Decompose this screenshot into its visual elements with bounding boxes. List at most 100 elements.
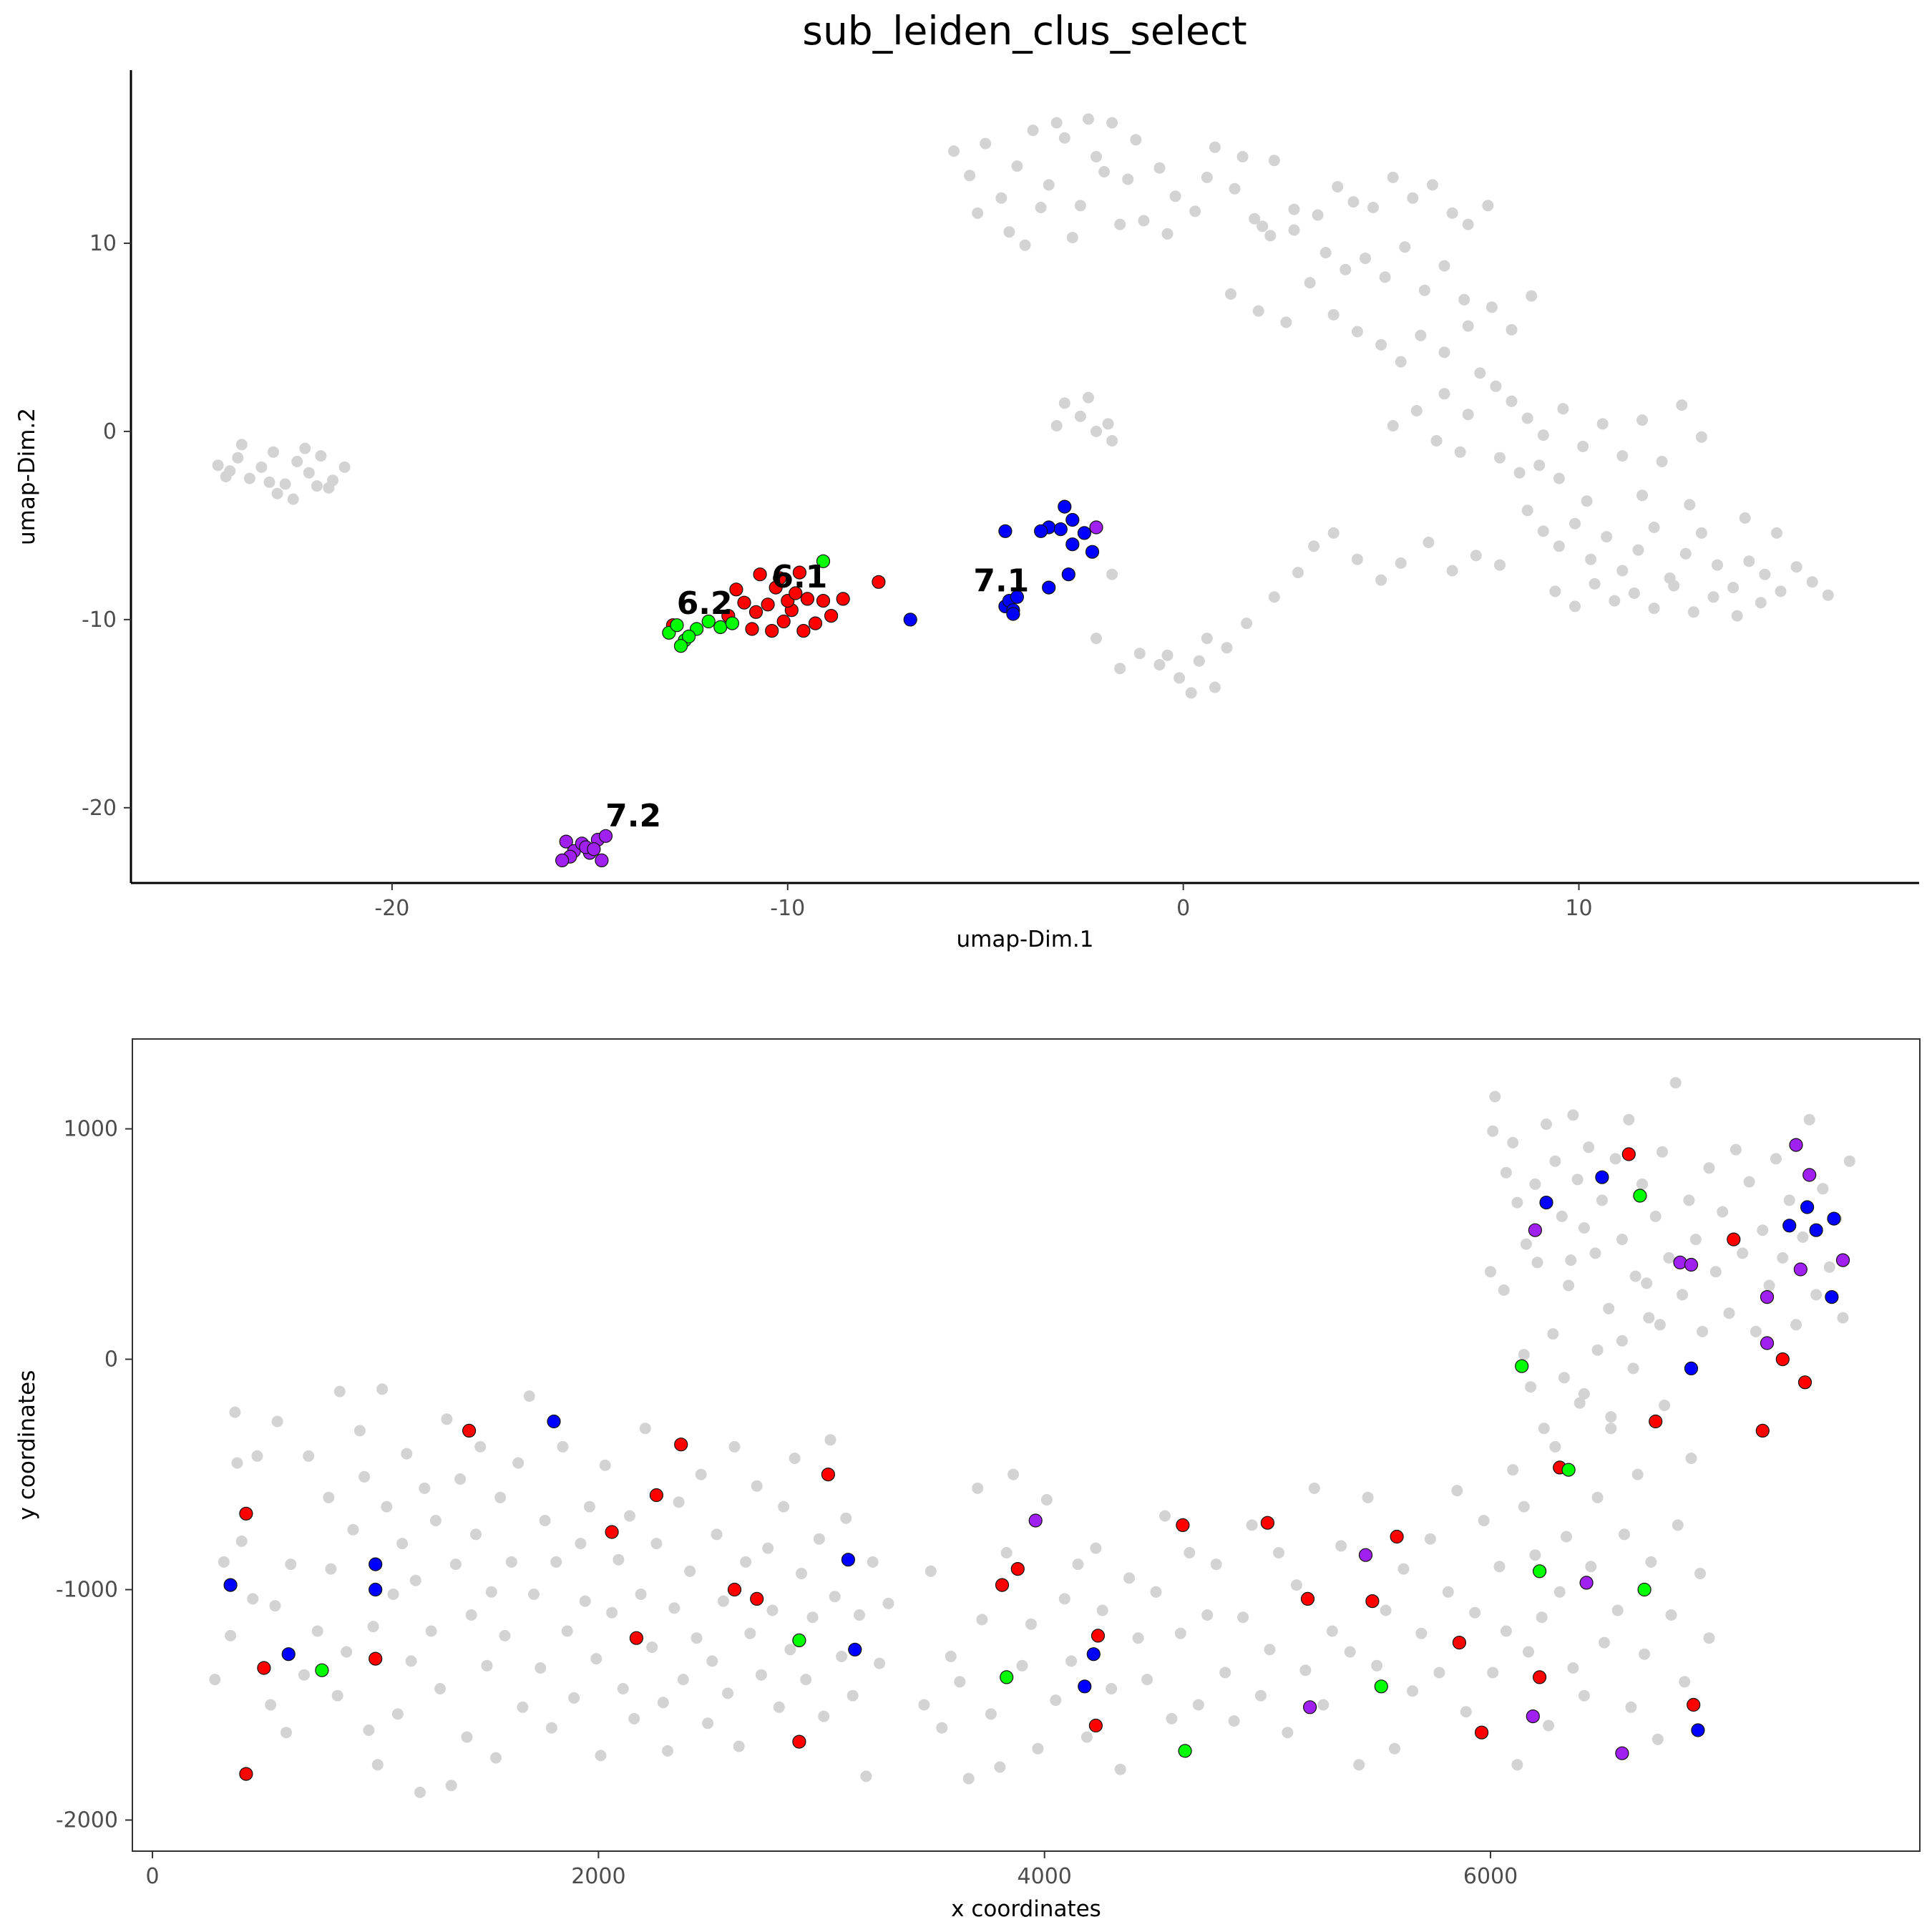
background-cell-point <box>338 461 351 473</box>
spatial-points <box>209 1077 1855 1798</box>
background-cell-point <box>303 467 315 479</box>
background-cell-point <box>972 1482 984 1494</box>
background-cell-point <box>315 450 327 462</box>
background-cell-point <box>1371 1659 1383 1672</box>
background-cell-point <box>1757 1224 1769 1236</box>
background-cell-point <box>1319 247 1332 259</box>
cluster-7.2-point <box>1760 1289 1775 1304</box>
background-cell-point <box>1797 1231 1809 1243</box>
cluster-6.2-point <box>1374 1679 1388 1694</box>
background-cell-point <box>1273 1547 1284 1558</box>
cluster-6.1-point <box>753 567 767 582</box>
cluster-7.2-point <box>598 829 613 843</box>
background-cell-point <box>247 1593 259 1605</box>
background-cell-point <box>1096 1604 1108 1616</box>
cluster-6.2-point <box>670 618 684 633</box>
background-cell-point <box>1395 356 1407 368</box>
background-cell-point <box>1317 1699 1330 1711</box>
background-cell-point <box>303 1450 315 1462</box>
background-cell-point <box>829 1591 841 1603</box>
background-cell-point <box>1649 1210 1662 1222</box>
cluster-7.2-point <box>1579 1576 1594 1590</box>
cluster-7.1-point <box>998 524 1013 538</box>
background-cell-point <box>1822 589 1834 601</box>
cluster-7.1-point <box>547 1414 561 1429</box>
background-cell-point <box>976 1614 988 1626</box>
x-tick-label: 10 <box>1565 896 1592 921</box>
cluster-6.1-point <box>745 622 759 636</box>
background-cell-point <box>1521 412 1533 424</box>
background-cell-point <box>1299 1664 1312 1677</box>
background-cell-point <box>1567 1109 1579 1121</box>
background-cell-point <box>1074 410 1086 422</box>
background-cell-point <box>235 1535 248 1547</box>
background-cell-point <box>1605 1423 1617 1435</box>
background-cell-point <box>617 1683 629 1694</box>
background-cell-point <box>1709 1266 1722 1278</box>
background-cell-point <box>271 487 283 499</box>
cluster-7.2-point <box>1089 520 1103 535</box>
cluster-6.1-point <box>1091 1629 1106 1643</box>
cluster-6.1-point <box>1452 1636 1467 1650</box>
background-cell-point <box>485 1586 497 1598</box>
background-cell-point <box>1665 1609 1677 1621</box>
background-cell-point <box>470 1528 482 1541</box>
background-cell-point <box>1625 1701 1637 1713</box>
background-cell-point <box>1837 1312 1849 1324</box>
background-cell-point <box>1050 1694 1062 1707</box>
cluster-6.2-point <box>673 639 688 653</box>
background-cell-point <box>1603 1302 1615 1314</box>
background-cell-point <box>454 1473 467 1485</box>
background-cell-point <box>331 1689 343 1702</box>
background-cell-point <box>461 1731 473 1743</box>
cluster-7.1-point <box>1042 580 1056 595</box>
cluster-6.2-point <box>725 616 740 630</box>
background-cell-point <box>583 1501 595 1513</box>
cluster-7.2-point <box>1615 1746 1629 1760</box>
background-cell-point <box>1192 1699 1204 1711</box>
background-cell-point <box>528 1589 540 1600</box>
background-cell-point <box>414 1786 426 1798</box>
background-cell-point <box>225 1629 237 1641</box>
cluster-7.1-point <box>841 1553 856 1567</box>
cluster-6.1-point <box>1300 1591 1315 1606</box>
cluster-7.1-point <box>1061 567 1075 582</box>
background-cell-point <box>1616 1335 1628 1347</box>
background-cell-point <box>1520 1238 1532 1250</box>
background-cell-point <box>599 1459 611 1471</box>
cluster-label-6.2: 6.2 <box>677 585 733 622</box>
background-cell-point <box>924 1565 937 1577</box>
background-cell-point <box>568 1692 580 1704</box>
cluster-7.1-point <box>1539 1195 1553 1210</box>
cluster-6.1-point <box>796 623 811 638</box>
background-cell-point <box>1407 192 1419 204</box>
background-cell-point <box>1424 1533 1436 1545</box>
background-cell-point <box>1058 1593 1070 1605</box>
background-cell-point <box>550 1556 562 1568</box>
background-cell-point <box>1161 649 1174 661</box>
background-cell-point <box>557 1440 569 1453</box>
background-cell-point <box>1591 1491 1604 1503</box>
background-cell-point <box>778 1501 790 1513</box>
y-tick-label: 1000 <box>64 1117 118 1142</box>
cluster-7.1-point <box>223 1578 238 1592</box>
cluster-6.1-point <box>239 1506 253 1521</box>
background-cell-point <box>1153 162 1166 174</box>
background-cell-point <box>347 1523 359 1536</box>
background-cell-point <box>954 1676 966 1688</box>
background-cell-point <box>1489 1091 1501 1103</box>
background-cell-point <box>1219 1667 1231 1679</box>
background-cell-point <box>1589 577 1601 590</box>
background-cell-point <box>1659 1400 1671 1411</box>
background-cell-point <box>800 1674 812 1686</box>
background-cell-point <box>1344 1646 1356 1658</box>
background-cell-point <box>1351 326 1363 338</box>
background-cell-point <box>1141 1674 1153 1686</box>
background-cell-point <box>1616 1234 1628 1246</box>
background-cell-point <box>1387 420 1399 431</box>
background-cell-point <box>1616 565 1629 577</box>
background-cell-point <box>1237 1611 1249 1624</box>
background-cell-point <box>1565 1254 1577 1267</box>
background-cell-point <box>985 1708 997 1720</box>
background-cell-point <box>1843 1155 1855 1167</box>
